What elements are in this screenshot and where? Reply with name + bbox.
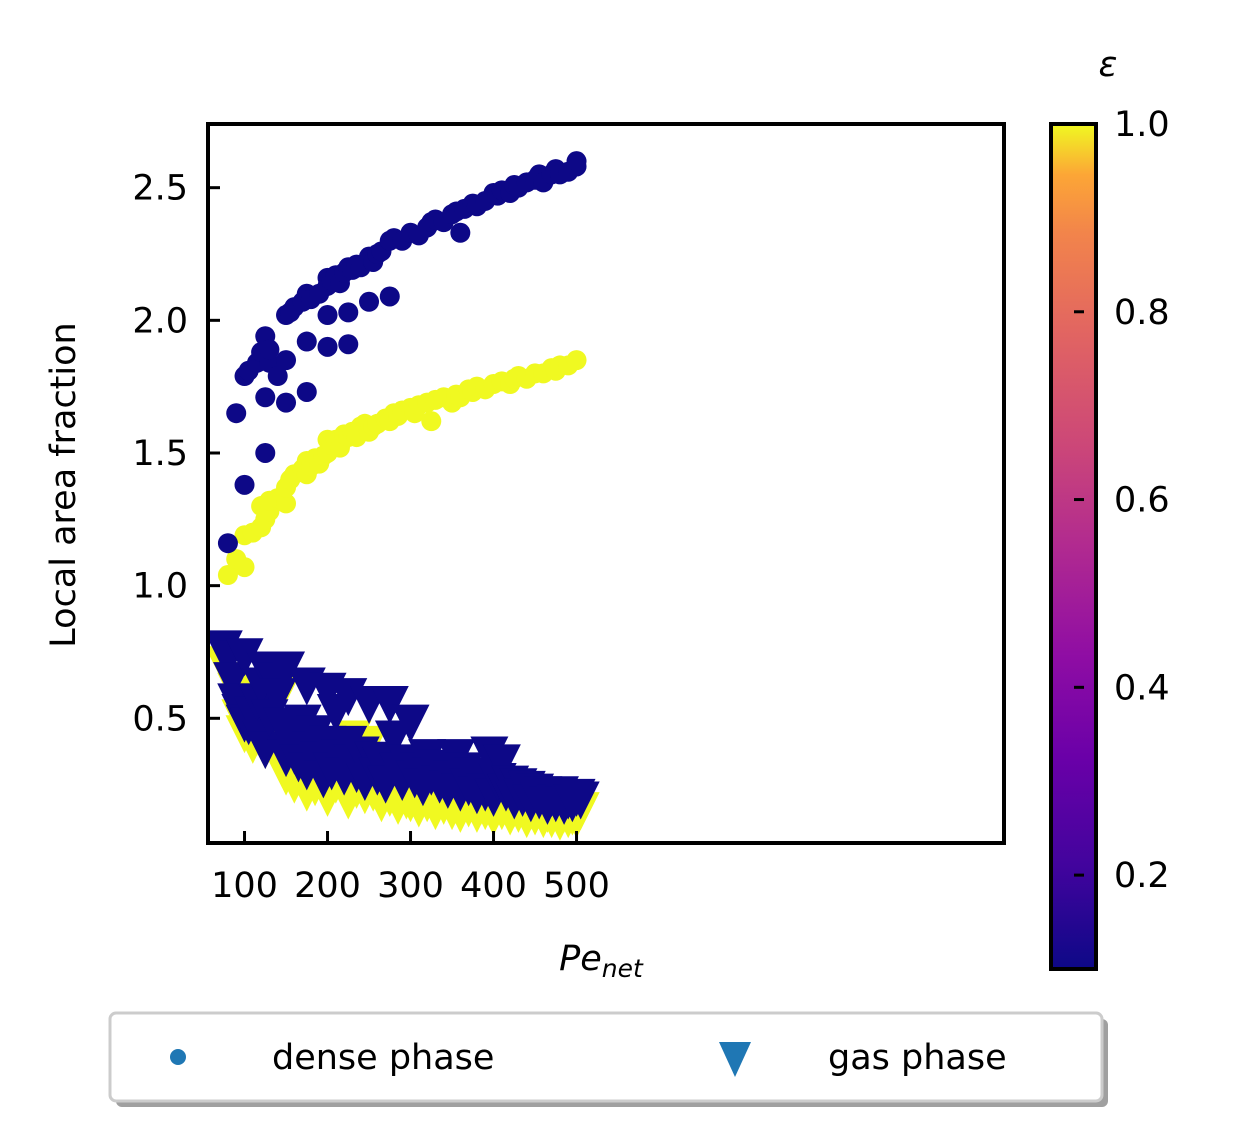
dense-point-s1-19	[296, 381, 317, 402]
colorbar-frame	[1049, 122, 1098, 971]
dense-point-s1-11	[259, 339, 280, 360]
legend-gas-label: gas phase	[828, 1038, 1007, 1078]
colorbar-ticks: 0.2 0.4 0.6 0.8 1.0	[1074, 105, 1170, 896]
dense-point-s1-55	[450, 222, 471, 243]
plot-frame	[206, 122, 1006, 845]
y-tick-label-2.5: 2.5	[132, 169, 188, 209]
dense-point-s1-0	[217, 533, 238, 554]
dense-point-s0-67	[566, 350, 587, 371]
legend: dense phase gas phase	[108, 1011, 1104, 1103]
dense-point-s1-33	[338, 302, 359, 323]
y-tick-label-0.5: 0.5	[132, 699, 188, 739]
gas-point-s3-5	[225, 638, 264, 677]
dense-point-s1-43	[379, 286, 400, 307]
colorbar-gradient	[1051, 124, 1096, 969]
legend-dense-marker	[170, 1049, 186, 1065]
gas-point-s3-2	[213, 662, 252, 701]
x-axis-ticks: 100 200 300 400 500	[211, 831, 610, 906]
y-tick-label-2: 2.0	[132, 301, 188, 341]
dense-point-s0-2	[234, 557, 255, 578]
legend-box	[108, 1011, 1104, 1103]
x-tick-label-500: 500	[543, 866, 610, 906]
gas-point-s3-18	[267, 651, 306, 690]
dense-point-s1-32	[338, 334, 359, 355]
x-axis-label: Penet	[559, 939, 644, 983]
dense-point-s1-8	[255, 387, 276, 408]
colorbar-tick-label-0: 0.2	[1114, 856, 1170, 896]
x-tick-label-200: 200	[294, 866, 361, 906]
gas-point-s3-47	[370, 686, 409, 725]
dense-point-s0-11	[276, 493, 297, 514]
dense-point-s1-75	[566, 151, 587, 172]
gas-point-s3-93	[561, 781, 600, 820]
colorbar-tick-label-3: 0.8	[1114, 293, 1170, 333]
colorbar-tick-label-4: 1.0	[1114, 105, 1170, 145]
gas-point-s3-74	[482, 744, 521, 783]
dense-point-s1-1	[226, 403, 247, 424]
gas-point-s3-52	[391, 704, 430, 743]
x-tick-label-400: 400	[460, 866, 527, 906]
y-tick-label-1: 1.0	[132, 567, 188, 607]
dense-point-s1-13	[276, 392, 297, 413]
gas-point-s3-16	[258, 678, 297, 717]
dense-point-s1-25	[317, 305, 338, 326]
y-tick-label-1.5: 1.5	[132, 434, 188, 474]
x-tick-label-300: 300	[377, 866, 444, 906]
legend-dense-label: dense phase	[272, 1038, 494, 1078]
dense-point-s1-14	[276, 350, 297, 371]
colorbar-label: ε	[1099, 45, 1118, 85]
dense-point-s1-2	[234, 474, 255, 495]
legend-gas-marker	[719, 1042, 751, 1077]
dense-point-s1-7	[255, 442, 276, 463]
scatter-marks	[208, 151, 600, 841]
dense-point-s1-12	[267, 366, 288, 387]
colorbar-tick-label-1: 0.4	[1114, 668, 1170, 708]
y-axis-ticks: 0.5 1.0 1.5 2.0 2.5	[132, 169, 220, 739]
gas-point-s3-48	[374, 720, 413, 759]
dense-point-s0-45	[421, 411, 442, 432]
colorbar-tick-label-2: 0.6	[1114, 481, 1170, 521]
dense-point-s1-38	[359, 291, 380, 312]
y-axis-label: Local area fraction	[44, 322, 84, 647]
dense-point-s1-24	[317, 336, 338, 357]
dense-point-s0-0	[217, 565, 238, 586]
x-tick-label-100: 100	[211, 866, 278, 906]
dense-point-s1-20	[296, 331, 317, 352]
